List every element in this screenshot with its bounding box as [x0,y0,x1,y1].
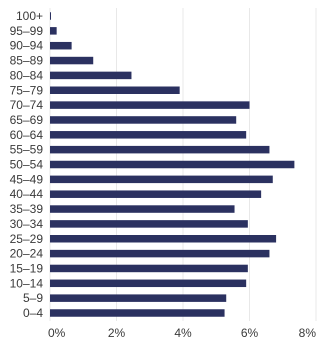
category-label: 100+ [16,9,43,23]
x-tick-label: 4% [174,326,192,340]
bar-17 [50,264,248,273]
category-label: 75–79 [10,83,44,97]
bar-0 [50,12,51,20]
bar-10 [50,160,295,169]
x-tick-label: 6% [241,326,259,340]
bar-8 [50,131,247,139]
bar-16 [50,249,270,258]
bar-4 [50,71,132,80]
category-label: 0–4 [23,306,43,320]
category-label: 80–84 [10,68,44,82]
category-labels: 100+95–9990–9485–8980–8475–7970–7465–696… [10,9,44,320]
category-label: 55–59 [10,143,44,157]
bar-20 [50,309,225,317]
category-label: 50–54 [10,158,44,172]
bar-15 [50,235,277,243]
x-tick-label: 2% [108,326,126,340]
category-label: 70–74 [10,98,44,112]
category-label: 65–69 [10,113,44,127]
category-label: 95–99 [10,24,44,38]
bar-14 [50,220,248,228]
bar-5 [50,86,180,94]
category-label: 90–94 [10,39,44,53]
bar-6 [50,101,250,109]
category-label: 5–9 [23,291,43,305]
category-label: 20–24 [10,247,44,261]
bar-18 [50,279,247,288]
x-axis-tick-labels: 0% 2% 4% 6% 8% [48,326,316,340]
bar-13 [50,205,235,213]
category-label: 10–14 [10,276,44,290]
bar-11 [50,175,273,184]
category-label: 85–89 [10,54,44,68]
bar-7 [50,116,237,124]
x-tick-label: 8% [299,326,317,340]
bars [50,12,295,317]
bar-3 [50,56,94,65]
bar-19 [50,294,227,302]
category-label: 30–34 [10,217,44,231]
bar-9 [50,145,270,154]
category-label: 25–29 [10,232,44,246]
bar-1 [50,27,57,35]
bar-12 [50,190,262,198]
category-label: 40–44 [10,187,44,201]
category-label: 35–39 [10,202,44,216]
bar-2 [50,41,72,50]
category-label: 60–64 [10,128,44,142]
x-tick-label: 0% [48,326,66,340]
category-label: 45–49 [10,172,44,186]
category-label: 15–19 [10,261,44,275]
